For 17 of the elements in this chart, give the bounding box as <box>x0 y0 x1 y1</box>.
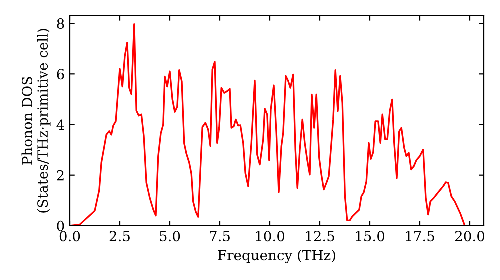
x-tick-label: 20.0 <box>455 231 485 242</box>
y-tick-label: 8 <box>57 18 64 30</box>
x-tick-label: 15.0 <box>356 231 385 242</box>
y-tick-label: 6 <box>57 69 64 80</box>
y-axis-title: Phonon DOS (States/THz·primitive cell) <box>22 29 51 213</box>
y-tick-label: 0 <box>57 220 64 232</box>
y-tick-label: 2 <box>57 170 64 181</box>
y-tick-label: 4 <box>56 120 64 130</box>
x-tick-label: 2.5 <box>110 231 130 242</box>
line-series <box>70 23 471 226</box>
x-tick-label: 17.5 <box>406 231 434 242</box>
x-axis-title: Frequency (THz) <box>218 250 336 264</box>
x-tick-label: 0.0 <box>60 231 80 242</box>
x-tick-label: 5.0 <box>160 231 180 242</box>
x-tick-label: 7.5 <box>210 231 230 242</box>
x-tick-label: 12.5 <box>306 231 334 242</box>
x-tick-label: 10.0 <box>256 231 285 242</box>
